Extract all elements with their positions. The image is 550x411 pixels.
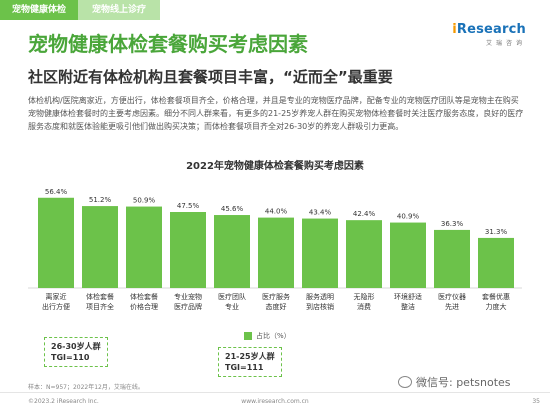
category-label-9-1: 先进	[445, 302, 459, 311]
page-number: 35	[532, 398, 540, 405]
chart-legend: 占比（%）	[244, 331, 291, 341]
top-tabs: 宠物健康体检 宠物线上诊疗	[0, 0, 161, 20]
value-label-5: 44.0%	[265, 208, 288, 216]
callout-26-30-line1: 26-30岁人群	[51, 342, 101, 351]
bar-5	[258, 217, 294, 288]
category-label-5-0: 医疗服务	[262, 292, 290, 301]
bar-7	[346, 220, 382, 288]
logo-text: Research	[456, 22, 526, 37]
bar-1	[82, 206, 118, 288]
category-label-7-1: 消费	[357, 302, 371, 311]
chart-title: 2022年宠物健康体检套餐购买考虑因素	[186, 161, 364, 172]
callout-21-25: 21-25岁人群 TGI=111	[218, 347, 282, 377]
tab-pet-online-diagnosis[interactable]: 宠物线上诊疗	[78, 0, 161, 20]
category-label-10-0: 套餐优惠	[482, 292, 510, 301]
callout-21-25-line1: 21-25岁人群	[225, 352, 275, 361]
bar-10	[478, 237, 514, 288]
callout-21-25-line2: TGI=111	[225, 363, 264, 372]
source-note: 样本：N=957；2022年12月，艾瑞在线。	[28, 384, 144, 391]
bar-9	[434, 229, 470, 288]
category-label-4-0: 医疗团队	[218, 292, 246, 301]
value-label-3: 47.5%	[177, 202, 200, 210]
wechat-watermark: 微信号: petsnotes	[398, 374, 511, 390]
category-label-9-0: 医疗仪器	[438, 292, 466, 301]
category-label-2-0: 体检套餐	[130, 292, 158, 301]
bar-3	[170, 212, 206, 288]
category-label-8-0: 环境舒适	[394, 292, 422, 301]
value-label-1: 51.2%	[89, 196, 112, 204]
category-label-8-1: 整洁	[401, 302, 415, 311]
category-label-4-1: 专业	[225, 302, 239, 311]
category-label-10-1: 力度大	[486, 302, 507, 311]
value-label-4: 45.6%	[221, 205, 244, 213]
iresearch-logo: iResearch 艾瑞咨询	[452, 22, 526, 47]
category-label-0-1: 出行方便	[42, 302, 70, 311]
legend-label: 占比（%）	[256, 332, 291, 340]
footer-copyright: ©2023.2 iResearch Inc.	[28, 398, 99, 405]
tab-pet-health-checkup[interactable]: 宠物健康体检	[0, 0, 79, 20]
legend-swatch	[244, 332, 252, 340]
category-label-3-1: 医疗品牌	[174, 302, 202, 311]
wechat-text: 微信号: petsnotes	[416, 376, 511, 389]
footer-divider	[0, 392, 550, 393]
bar-4	[214, 215, 250, 288]
value-label-6: 43.4%	[309, 209, 332, 217]
body-paragraph: 体检机构/医院离家近，方便出行，体检套餐项目齐全，价格合理，并且是专业的宠物医疗…	[28, 96, 524, 131]
category-label-6-1: 到店核销	[306, 302, 334, 311]
bar-8	[390, 222, 426, 288]
value-label-8: 40.9%	[397, 213, 420, 221]
category-label-1-1: 项目齐全	[86, 302, 114, 311]
callout-26-30-line2: TGI=110	[51, 353, 90, 362]
category-label-0-0: 离家近	[46, 292, 67, 301]
page-title: 宠物健康体检套餐购买考虑因素	[28, 32, 308, 56]
page-subtitle: 社区附近有体检机构且套餐项目丰富，“近而全”最重要	[28, 68, 393, 86]
value-label-10: 31.3%	[485, 228, 508, 236]
value-label-0: 56.4%	[45, 188, 68, 196]
bar-6	[302, 218, 338, 288]
category-label-1-0: 体检套餐	[86, 292, 114, 301]
bar-2	[126, 206, 162, 288]
value-label-9: 36.3%	[441, 220, 464, 228]
category-label-2-1: 价格合理	[130, 302, 158, 311]
logo-i: i	[452, 22, 457, 37]
logo-subtitle: 艾瑞咨询	[485, 40, 526, 47]
callout-26-30: 26-30岁人群 TGI=110	[44, 337, 108, 367]
value-label-2: 50.9%	[133, 197, 156, 205]
category-label-6-0: 服务透明	[306, 292, 334, 301]
category-label-7-0: 无隐形	[354, 292, 375, 301]
category-label-5-1: 态度好	[266, 302, 287, 311]
category-label-3-0: 专业宠物	[174, 292, 202, 301]
wechat-icon	[398, 376, 412, 388]
bar-0	[38, 197, 74, 288]
value-label-7: 42.4%	[353, 210, 376, 218]
footer-url[interactable]: www.iresearch.com.cn	[241, 398, 309, 405]
